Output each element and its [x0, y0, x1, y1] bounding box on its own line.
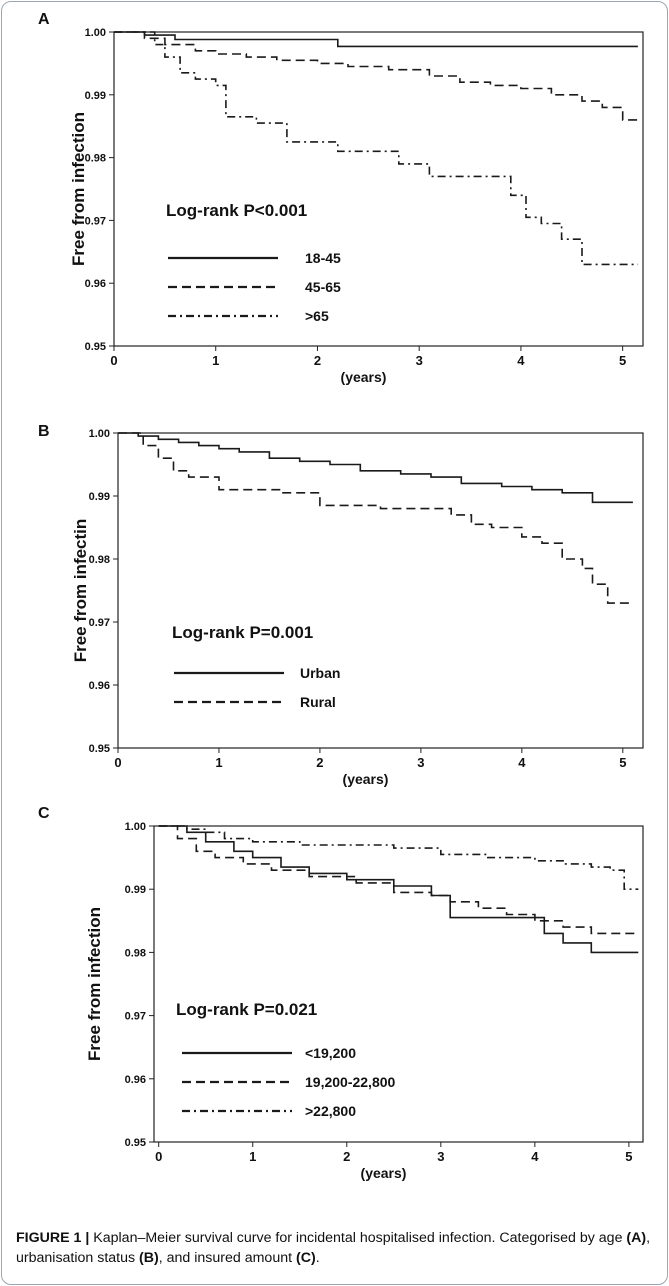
x-tick-label: 2 — [314, 353, 321, 368]
y-tick-label: 0.98 — [85, 153, 106, 165]
caption-text-2: , urbanisation status — [16, 1230, 651, 1266]
y-tick-label: 0.97 — [85, 215, 106, 227]
y-tick-label: 0.96 — [89, 680, 110, 692]
legend-label: >22,800 — [305, 1103, 356, 1119]
x-tick-label: 2 — [316, 755, 323, 770]
caption-ref-c: (C) — [295, 1250, 316, 1266]
x-tick-label: 0 — [155, 1149, 162, 1164]
x-tick-label: 3 — [416, 353, 423, 368]
logrank-annotation: Log-rank P=0.021 — [176, 1000, 317, 1019]
series-line — [118, 432, 633, 504]
caption-ref-b: (B) — [139, 1250, 159, 1266]
y-tick-label: 0.99 — [89, 491, 110, 503]
y-axis-title: Free from infectin — [71, 519, 90, 663]
x-tick-label: 5 — [619, 755, 626, 770]
series-line — [158, 825, 639, 954]
y-tick-label: 0.95 — [89, 743, 110, 755]
caption-text-3: , and insured amount — [158, 1250, 296, 1266]
legend-label: Urban — [300, 665, 340, 681]
y-tick-label: 0.98 — [125, 947, 146, 959]
series-line — [114, 31, 638, 121]
panel-label: A — [38, 11, 50, 28]
series-line — [118, 432, 633, 604]
y-tick-label: 0.98 — [89, 554, 110, 566]
y-tick-label: 0.95 — [125, 1137, 146, 1149]
y-tick-label: 0.95 — [85, 341, 106, 353]
y-tick-label: 0.99 — [125, 884, 146, 896]
y-tick-label: 0.97 — [89, 617, 110, 629]
x-tick-label: 4 — [517, 353, 525, 368]
x-tick-label: 1 — [249, 1149, 256, 1164]
legend-label: 18-45 — [305, 250, 341, 266]
series-line — [114, 31, 638, 266]
plot-area — [117, 432, 644, 749]
x-tick-label: 4 — [518, 755, 526, 770]
logrank-annotation: Log-rank P=0.001 — [172, 623, 313, 642]
x-axis-title: (years) — [341, 369, 387, 385]
plot-area — [113, 31, 644, 347]
x-tick-label: 1 — [212, 353, 219, 368]
y-axis-title: Free from infection — [69, 112, 88, 266]
y-tick-label: 1.00 — [125, 821, 146, 833]
x-tick-label: 4 — [531, 1149, 539, 1164]
y-tick-label: 1.00 — [85, 27, 106, 39]
legend-label: 19,200-22,800 — [305, 1074, 396, 1090]
y-axis-title: Free from infection — [85, 907, 104, 1061]
x-tick-label: 5 — [619, 353, 626, 368]
x-tick-label: 0 — [114, 755, 121, 770]
x-tick-label: 3 — [437, 1149, 444, 1164]
y-tick-label: 1.00 — [89, 428, 110, 440]
x-tick-label: 2 — [343, 1149, 350, 1164]
figure-panels: A 0.95 0.96 0.97 0.98 0.99 1.00 0 1 2 3 4 5 (years) Fr… — [38, 11, 644, 1181]
x-tick-label: 1 — [215, 755, 222, 770]
logrank-annotation: Log-rank P<0.001 — [166, 201, 307, 220]
caption-text-1: Kaplan–Meier survival curve for incident… — [89, 1230, 627, 1246]
caption-ref-a: (A) — [626, 1230, 647, 1246]
series-line — [158, 825, 639, 935]
x-axis-title: (years) — [361, 1165, 407, 1181]
x-tick-label: 5 — [625, 1149, 632, 1164]
legend-label: Rural — [300, 694, 336, 710]
caption-lead: FIGURE 1 | — [16, 1230, 90, 1246]
legend-label: 45-65 — [305, 279, 341, 295]
panel-label: C — [38, 805, 50, 822]
y-tick-label: 0.99 — [85, 90, 106, 102]
y-tick-label: 0.97 — [125, 1011, 146, 1023]
caption-text-4: . — [315, 1250, 320, 1266]
x-tick-label: 0 — [110, 353, 117, 368]
legend-label: >65 — [305, 308, 329, 324]
x-axis-title: (years) — [343, 771, 389, 787]
plot-area — [153, 825, 644, 1143]
y-tick-label: 0.96 — [85, 278, 106, 290]
x-tick-label: 3 — [417, 755, 424, 770]
legend-label: <19,200 — [305, 1045, 356, 1061]
panel-label: B — [38, 423, 50, 440]
figure-caption: FIGURE 1 | Kaplan–Meier survival curve f… — [16, 1228, 656, 1268]
y-tick-label: 0.96 — [125, 1074, 146, 1086]
